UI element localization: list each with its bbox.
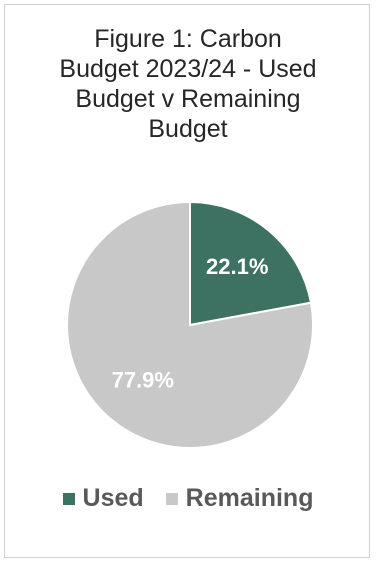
- legend-swatch-used: [62, 492, 75, 505]
- legend-label-remaining: Remaining: [185, 484, 314, 512]
- pie-slice-remaining: [66, 200, 314, 449]
- chart-title: Figure 1: Carbon Budget 2023/24 - Used B…: [59, 25, 317, 143]
- pie-slice-used: [189, 200, 313, 327]
- legend-item-used: Used: [62, 484, 144, 513]
- legend-label-used: Used: [82, 484, 144, 512]
- data-label-used: 22.1%: [206, 254, 268, 279]
- chart-legend: Used Remaining: [0, 484, 376, 513]
- legend-item-remaining: Remaining: [165, 484, 314, 513]
- data-label-remaining: 77.9%: [112, 368, 174, 393]
- legend-swatch-remaining: [165, 492, 178, 505]
